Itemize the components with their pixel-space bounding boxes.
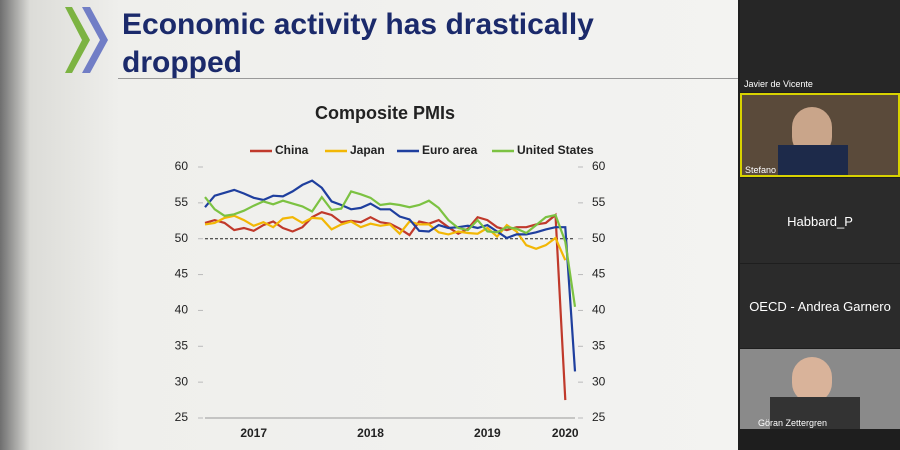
x-tick-label: 2017 — [240, 426, 267, 440]
y2-tick-label: 45 — [592, 267, 606, 281]
y2-tick-label: 55 — [592, 195, 606, 209]
chart: Composite PMIs 25 30 35 40 45 50 55 60 25 30 35 40 4… — [175, 103, 606, 440]
legend-label: United States — [517, 143, 594, 157]
y-tick-label: 25 — [175, 410, 189, 424]
video-person — [778, 145, 848, 175]
x-tick-label: 2018 — [357, 426, 384, 440]
y-tick-label: 60 — [175, 159, 189, 173]
y2-tick-label: 30 — [592, 374, 606, 388]
participant-tile: Göran Zettergren — [740, 349, 900, 429]
y-tick-label: 30 — [175, 374, 189, 388]
legend-label: Euro area — [422, 143, 478, 157]
y2-tick-label: 50 — [592, 231, 606, 245]
y-tick-label: 45 — [175, 267, 189, 281]
y-tick-label: 50 — [175, 231, 189, 245]
video-person — [792, 357, 832, 403]
slide: Economic activity has drastically droppe… — [0, 0, 738, 450]
y2-tick-label: 60 — [592, 159, 606, 173]
slide-title: Economic activity has drastically droppe… — [122, 8, 594, 79]
participant-name: OECD - Andrea Garnero — [749, 299, 891, 314]
participant-name: Stefano — [745, 165, 777, 175]
legend-label: Japan — [350, 143, 385, 157]
participant-name: Javier de Vicente — [744, 79, 813, 89]
divider — [118, 78, 738, 79]
participant-tile: Stefano — [740, 93, 900, 177]
y2-tick-label: 35 — [592, 338, 606, 352]
series-line — [204, 211, 567, 401]
participant-name: Habbard_P — [787, 214, 853, 229]
y2-tick-label: 40 — [592, 303, 606, 317]
y-tick-label: 40 — [175, 303, 189, 317]
y-tick-label: 35 — [175, 338, 189, 352]
x-tick-label: 2020 — [552, 426, 579, 440]
participant-tile: OECD - Andrea Garnero — [740, 264, 900, 348]
video-person — [770, 397, 860, 429]
series-line — [204, 190, 577, 307]
participant-tile: Javier de Vicente — [740, 0, 900, 92]
chart-title: Composite PMIs — [315, 103, 455, 123]
y-tick-label: 55 — [175, 195, 189, 209]
participant-name: Göran Zettergren — [758, 418, 828, 428]
x-tick-label: 2019 — [474, 426, 501, 440]
logo — [65, 7, 108, 73]
series-line — [204, 179, 577, 372]
participant-tile: Habbard_P — [740, 178, 900, 263]
legend-label: China — [275, 143, 309, 157]
y2-tick-label: 25 — [592, 410, 606, 424]
